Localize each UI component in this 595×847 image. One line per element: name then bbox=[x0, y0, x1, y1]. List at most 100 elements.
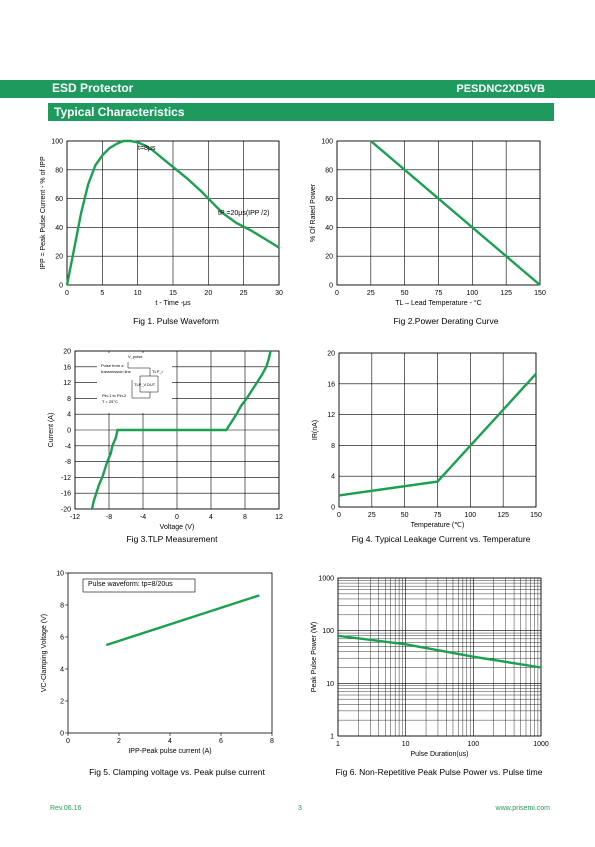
x-tick-label: 25 bbox=[368, 512, 376, 519]
y-tick-label: 4 bbox=[331, 474, 335, 481]
x-tick-label: 0 bbox=[65, 290, 69, 297]
y-tick-label: 40 bbox=[55, 225, 63, 232]
y-tick-label: 0 bbox=[59, 283, 63, 290]
data-line bbox=[65, 139, 280, 286]
x-tick-label: 75 bbox=[435, 290, 443, 297]
y-tick-label: 8 bbox=[67, 396, 71, 403]
y-tick-label: 0 bbox=[60, 731, 64, 738]
x-tick-label: 4 bbox=[168, 738, 172, 745]
x-tick-label: 150 bbox=[530, 512, 542, 519]
x-tick-label: 1 bbox=[336, 741, 340, 748]
y-tick-label: 12 bbox=[327, 412, 335, 419]
y-axis-label: IPP = Peak Pulse Current - % of IPP bbox=[40, 156, 47, 270]
x-tick-label: 50 bbox=[401, 290, 409, 297]
x-axis-label: t - Time -μs bbox=[155, 300, 191, 307]
y-tick-label: 0 bbox=[329, 283, 333, 290]
x-tick-label: 0 bbox=[337, 512, 341, 519]
x-tick-label: 0 bbox=[66, 738, 70, 745]
y-tick-label: 80 bbox=[325, 167, 333, 174]
x-tick-label: 10 bbox=[134, 290, 142, 297]
x-tick-label: 6 bbox=[219, 738, 223, 745]
x-tick-label: 12 bbox=[275, 514, 283, 521]
x-tick-label: 100 bbox=[466, 290, 478, 297]
x-tick-label: 125 bbox=[497, 512, 509, 519]
y-tick-label: 1000 bbox=[318, 576, 334, 583]
y-tick-label: 10 bbox=[56, 571, 64, 578]
legend-box bbox=[82, 578, 196, 593]
y-tick-label: 80 bbox=[55, 167, 63, 174]
x-tick-label: 4 bbox=[209, 514, 213, 521]
plot-area bbox=[337, 577, 542, 737]
x-axis-label: IPP-Peak pulse current (A) bbox=[128, 748, 211, 755]
y-tick-label: 2 bbox=[60, 699, 64, 706]
part-number: PESDNC2XD5VB bbox=[456, 83, 545, 95]
figure-caption: Fig 4. Typical Leakage Current vs. Tempe… bbox=[352, 534, 531, 544]
x-tick-label: -8 bbox=[106, 514, 112, 521]
y-tick-label: 0 bbox=[67, 428, 71, 435]
y-tick-label: 20 bbox=[327, 351, 335, 358]
annotation: Pulse waveform: tp=8/20us bbox=[88, 581, 173, 588]
annotation: Pulse from a bbox=[101, 363, 124, 368]
x-tick-label: 15 bbox=[169, 290, 177, 297]
figure-caption: Fig 3.TLP Measurement bbox=[126, 534, 218, 544]
x-tick-label: 25 bbox=[240, 290, 248, 297]
data-line bbox=[370, 140, 541, 286]
x-tick-label: -12 bbox=[70, 514, 80, 521]
inset-circuit bbox=[127, 362, 159, 399]
x-tick-label: 5 bbox=[100, 290, 104, 297]
data-line bbox=[338, 372, 537, 497]
x-tick-label: 100 bbox=[467, 741, 479, 748]
y-tick-label: 20 bbox=[63, 349, 71, 356]
annotation: TLP_I bbox=[152, 369, 163, 374]
data-line bbox=[105, 594, 260, 647]
y-tick-label: 100 bbox=[321, 139, 333, 146]
y-axis-label: VC-Clamping Voltage (V) bbox=[41, 614, 48, 692]
plot-area bbox=[67, 572, 273, 734]
y-tick-label: 1 bbox=[330, 734, 334, 741]
figure-caption: Fig 2.Power Derating Curve bbox=[394, 316, 499, 326]
product-type: ESD Protector bbox=[52, 81, 134, 95]
revision: Rev.06.16 bbox=[50, 805, 81, 812]
figure-caption: Fig 6. Non-Repetitive Peak Pulse Power v… bbox=[336, 767, 543, 777]
annotation: T = 25°C bbox=[102, 399, 118, 404]
y-tick-label: 4 bbox=[60, 667, 64, 674]
y-tick-label: -4 bbox=[65, 443, 71, 450]
y-tick-label: -20 bbox=[61, 507, 71, 514]
y-tick-label: 0 bbox=[331, 505, 335, 512]
data-line bbox=[337, 634, 542, 669]
y-axis-label: IR(nA) bbox=[312, 420, 319, 440]
x-tick-label: 30 bbox=[275, 290, 283, 297]
x-axis-label: Voltage (V) bbox=[160, 524, 195, 531]
annotation: V_pulse bbox=[128, 354, 143, 359]
y-tick-label: -12 bbox=[61, 475, 71, 482]
data-line bbox=[90, 350, 272, 510]
x-tick-label: 0 bbox=[335, 290, 339, 297]
inset-box bbox=[97, 353, 172, 413]
y-tick-label: -8 bbox=[65, 459, 71, 466]
y-tick-label: 40 bbox=[325, 225, 333, 232]
x-tick-label: 8 bbox=[270, 738, 274, 745]
annotation: transmission line bbox=[101, 369, 132, 374]
y-tick-label: 4 bbox=[67, 412, 71, 419]
y-tick-label: 20 bbox=[55, 254, 63, 261]
y-tick-label: 6 bbox=[60, 635, 64, 642]
y-tick-label: 12 bbox=[63, 380, 71, 387]
y-tick-label: 16 bbox=[63, 364, 71, 371]
y-axis-label: % Of Rated Power bbox=[310, 183, 317, 242]
y-axis-label: Current (A) bbox=[48, 413, 55, 448]
x-axis-label: Temperature (℃) bbox=[411, 522, 465, 529]
y-tick-label: -16 bbox=[61, 491, 71, 498]
y-tick-label: 10 bbox=[326, 681, 334, 688]
annotation: tP =20μs(IPP /2) bbox=[218, 210, 269, 217]
y-tick-label: 60 bbox=[325, 196, 333, 203]
x-tick-label: 0 bbox=[175, 514, 179, 521]
y-tick-label: 8 bbox=[331, 443, 335, 450]
x-axis-label: Pulse Duration(us) bbox=[411, 751, 469, 758]
header-bar bbox=[0, 80, 595, 98]
x-tick-label: 125 bbox=[500, 290, 512, 297]
x-tick-label: 8 bbox=[243, 514, 247, 521]
x-tick-label: 75 bbox=[434, 512, 442, 519]
x-tick-label: 25 bbox=[367, 290, 375, 297]
